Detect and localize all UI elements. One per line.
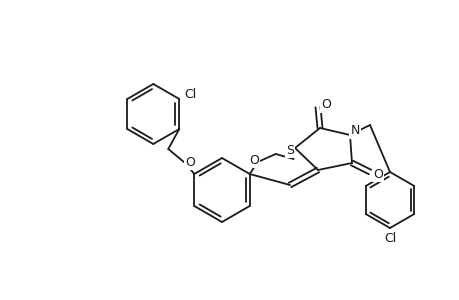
Text: N: N: [350, 124, 359, 137]
Text: Cl: Cl: [383, 232, 395, 244]
Text: O: O: [320, 98, 330, 112]
Text: Cl: Cl: [184, 88, 196, 100]
Text: S: S: [285, 143, 293, 157]
Text: O: O: [248, 154, 258, 166]
Text: O: O: [372, 167, 382, 181]
Text: O: O: [185, 155, 195, 169]
